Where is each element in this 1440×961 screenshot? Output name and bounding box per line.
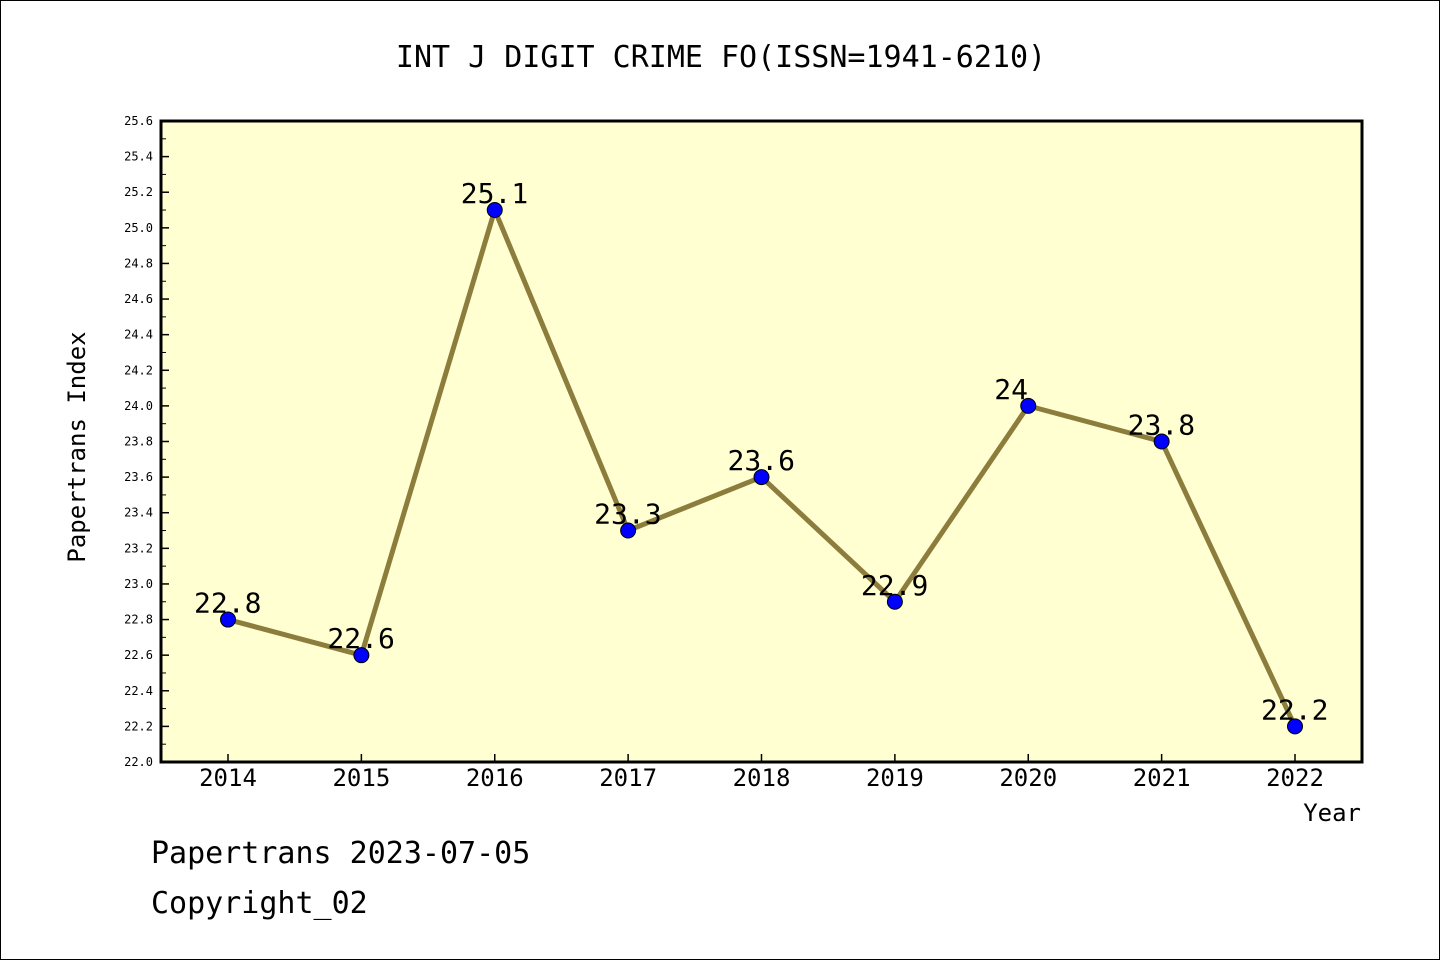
- data-label: 22.6: [327, 622, 394, 655]
- y-tick-label: 22.2: [124, 719, 153, 733]
- x-tick-label: 2016: [466, 764, 524, 792]
- data-point: [220, 611, 236, 628]
- y-tick-label: 25.4: [124, 150, 153, 164]
- data-label: 22.2: [1261, 693, 1328, 726]
- x-tick-label: 2015: [332, 764, 390, 792]
- y-tick-label: 24.8: [124, 256, 153, 270]
- data-label: 23.8: [1128, 409, 1195, 442]
- data-point: [353, 647, 370, 664]
- y-tick-label: 22.6: [124, 648, 153, 662]
- data-label: 22.9: [861, 569, 928, 602]
- data-point: [486, 202, 503, 219]
- data-point: [1153, 433, 1170, 450]
- series-group: 22.8 22.6 25.1 23.3 23.6 22.9 24 23.8 22.2: [194, 177, 1328, 735]
- data-label: 23.3: [594, 498, 661, 531]
- x-tick-label: 2022: [1266, 764, 1324, 792]
- footer-copyright: Copyright_02: [151, 886, 368, 921]
- chart-title: INT J DIGIT CRIME FO(ISSN=1941-6210): [396, 40, 1046, 75]
- x-tick-label: 2017: [599, 764, 657, 792]
- x-axis: 2014 2015 2016 2017 2018 2019 2020 2021 2022: [199, 754, 1324, 792]
- x-tick-label: 2014: [199, 764, 257, 792]
- y-tick-label: 25.0: [124, 221, 153, 235]
- y-axis: 22.0 22.2 22.4 22.6 22.8 23.0 23.2 23.4 23.6 23.8…: [124, 114, 169, 769]
- x-tick-label: 2021: [1133, 764, 1191, 792]
- y-tick-label: 23.8: [124, 435, 153, 449]
- data-point: [1020, 397, 1037, 414]
- x-tick-label: 2020: [999, 764, 1057, 792]
- y-tick-label: 24.4: [124, 328, 153, 342]
- data-point: [620, 522, 637, 539]
- y-tick-label: 23.0: [124, 577, 153, 591]
- x-tick-label: 2018: [733, 764, 791, 792]
- data-label: 24: [994, 373, 1028, 406]
- y-tick-label: 24.6: [124, 292, 153, 306]
- data-label: 22.8: [194, 587, 261, 620]
- y-tick-label: 23.4: [124, 506, 153, 520]
- y-tick-label: 23.6: [124, 470, 153, 484]
- footer-date: Papertrans 2023-07-05: [151, 836, 531, 871]
- data-point: [886, 593, 903, 610]
- y-tick-label: 24.0: [124, 399, 153, 413]
- data-point: [1287, 718, 1303, 735]
- data-label: 25.1: [461, 177, 528, 210]
- y-tick-label: 25.6: [124, 114, 153, 128]
- y-tick-label: 23.2: [124, 541, 153, 555]
- plot-area: [159, 119, 1364, 764]
- y-tick-label: 22.8: [124, 613, 153, 627]
- y-tick-label: 22.0: [124, 755, 153, 769]
- data-label: 23.6: [728, 444, 795, 477]
- y-axis-label: Papertrans Index: [63, 331, 91, 562]
- y-tick-label: 24.2: [124, 363, 153, 377]
- data-point: [753, 469, 770, 486]
- y-tick-label: 25.2: [124, 185, 153, 199]
- y-tick-label: 22.4: [124, 684, 153, 698]
- x-axis-label: Year: [1303, 799, 1361, 827]
- x-tick-label: 2019: [866, 764, 924, 792]
